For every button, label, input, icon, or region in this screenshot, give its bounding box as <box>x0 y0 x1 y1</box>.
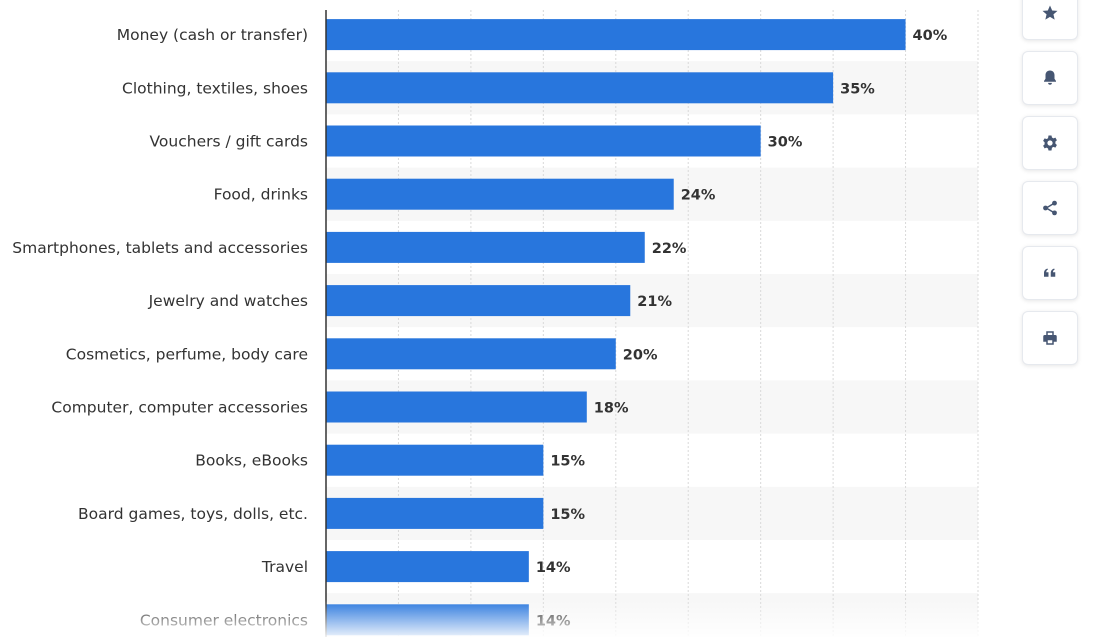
value-label: 15% <box>550 507 585 523</box>
value-label: 40% <box>913 28 948 44</box>
notification-button[interactable] <box>1022 51 1078 105</box>
category-label: Food, drinks <box>214 186 308 204</box>
bottom-fade-overlay <box>0 600 1000 637</box>
bar[interactable] <box>326 551 529 583</box>
gear-icon <box>1043 135 1057 151</box>
bar[interactable] <box>326 19 906 51</box>
star-icon <box>1042 5 1058 20</box>
bars <box>326 19 906 636</box>
value-label: 14% <box>536 560 571 576</box>
category-label: Clothing, textiles, shoes <box>122 79 308 97</box>
value-label: 35% <box>840 81 875 97</box>
grid-lines <box>397 10 979 637</box>
value-label: 15% <box>550 454 585 470</box>
favorite-button[interactable] <box>1022 0 1078 40</box>
print-icon <box>1043 331 1057 345</box>
category-label: Computer, computer accessories <box>51 399 308 417</box>
bar[interactable] <box>326 444 544 476</box>
category-label: Travel <box>261 558 308 576</box>
bar[interactable] <box>326 231 645 263</box>
cite-button[interactable] <box>1022 246 1078 300</box>
category-label: Vouchers / gift cards <box>150 133 308 151</box>
bell-icon <box>1044 70 1056 85</box>
category-label: Board games, toys, dolls, etc. <box>78 505 308 523</box>
value-label: 22% <box>652 241 687 257</box>
category-label: Smartphones, tablets and accessories <box>12 239 308 257</box>
bar[interactable] <box>326 338 616 370</box>
value-label: 20% <box>623 347 658 363</box>
value-labels: 40%35%30%24%22%21%20%18%15%15%14%14% <box>536 28 948 629</box>
bar[interactable] <box>326 497 544 529</box>
bar[interactable] <box>326 125 761 157</box>
category-label: Jewelry and watches <box>148 292 308 310</box>
print-button[interactable] <box>1022 311 1078 365</box>
category-label: Books, eBooks <box>195 452 308 470</box>
value-label: 24% <box>681 188 716 204</box>
quote-icon <box>1044 268 1056 277</box>
value-label: 30% <box>768 135 803 151</box>
settings-button[interactable] <box>1022 116 1078 170</box>
share-button[interactable] <box>1022 181 1078 235</box>
category-label: Money (cash or transfer) <box>117 26 308 44</box>
value-label: 18% <box>594 401 629 417</box>
share-icon <box>1043 200 1057 216</box>
bar[interactable] <box>326 285 631 317</box>
bar-chart: Money (cash or transfer) Clothing, textil… <box>0 10 1000 637</box>
category-labels: Money (cash or transfer) Clothing, textil… <box>12 26 308 629</box>
category-label: Cosmetics, perfume, body care <box>66 345 308 363</box>
bar[interactable] <box>326 391 587 423</box>
value-label: 21% <box>637 294 672 310</box>
bar[interactable] <box>326 178 674 210</box>
bar[interactable] <box>326 72 834 104</box>
